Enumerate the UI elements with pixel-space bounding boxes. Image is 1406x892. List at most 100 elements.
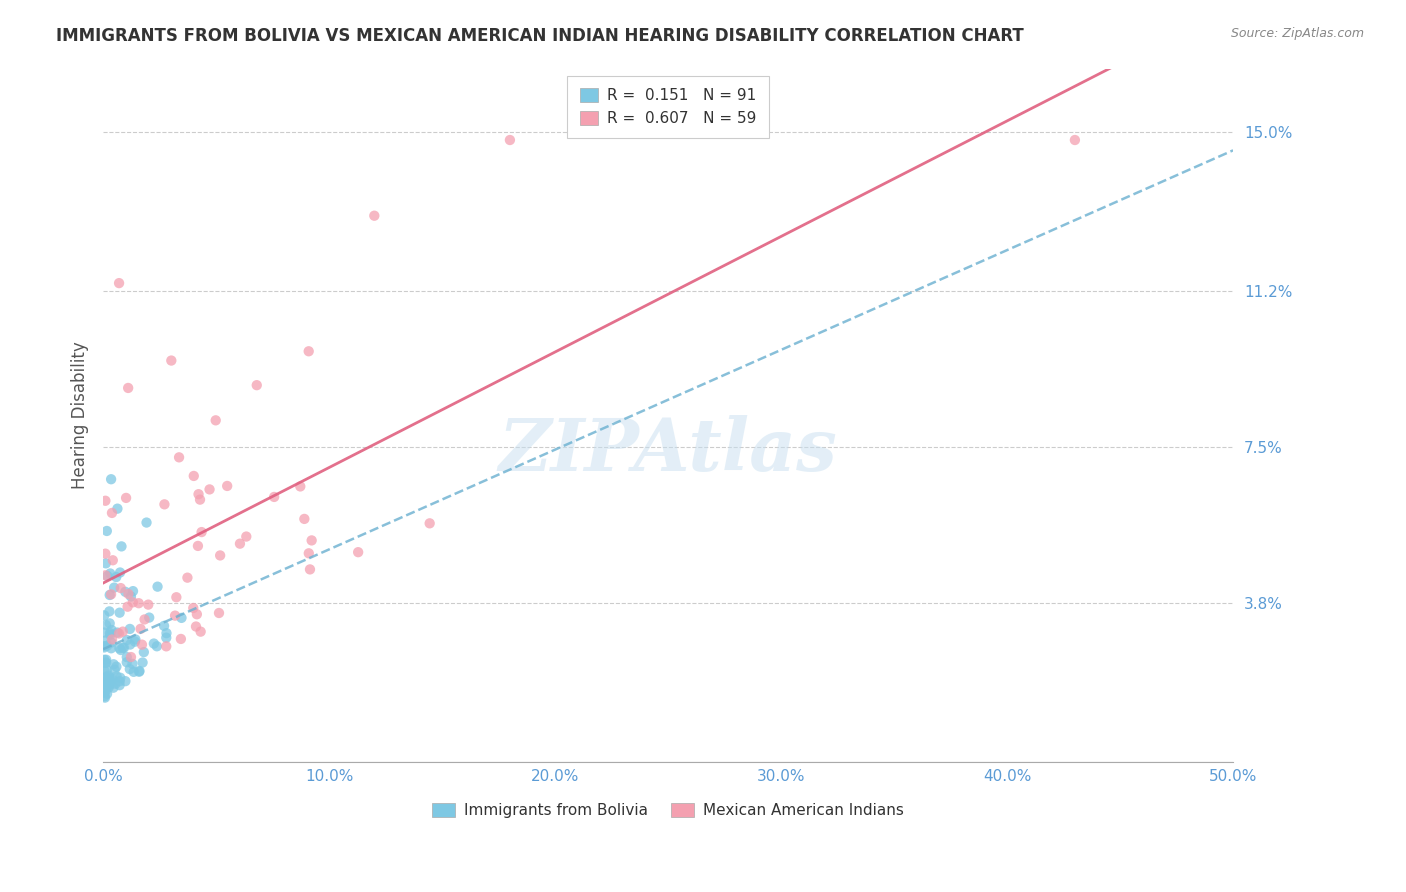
Point xyxy=(103,657,125,672)
Point xyxy=(93,690,115,704)
Point xyxy=(419,516,441,531)
Point xyxy=(98,626,121,640)
Point xyxy=(101,553,124,567)
Point xyxy=(94,633,117,648)
Point xyxy=(105,570,128,584)
Point xyxy=(124,632,146,647)
Point xyxy=(128,596,150,610)
Point xyxy=(93,685,115,699)
Point xyxy=(98,566,121,581)
Point xyxy=(120,650,142,665)
Point xyxy=(94,656,117,670)
Point xyxy=(120,590,142,604)
Point xyxy=(105,625,128,640)
Point xyxy=(120,638,142,652)
Point xyxy=(108,566,131,580)
Point xyxy=(363,209,385,223)
Point xyxy=(93,671,115,685)
Point xyxy=(186,607,208,622)
Point xyxy=(155,631,177,645)
Point xyxy=(93,653,115,667)
Point xyxy=(110,540,132,554)
Point xyxy=(263,490,285,504)
Y-axis label: Hearing Disability: Hearing Disability xyxy=(72,342,89,490)
Point xyxy=(131,638,153,652)
Point xyxy=(100,587,122,601)
Point xyxy=(100,673,122,688)
Point xyxy=(108,641,131,656)
Point xyxy=(204,413,226,427)
Point xyxy=(146,640,169,654)
Point xyxy=(115,491,138,505)
Text: Source: ZipAtlas.com: Source: ZipAtlas.com xyxy=(1230,27,1364,40)
Point xyxy=(103,681,125,695)
Point xyxy=(122,584,145,599)
Point xyxy=(124,634,146,648)
Point xyxy=(298,562,321,576)
Point xyxy=(209,549,232,563)
Point xyxy=(115,655,138,669)
Point xyxy=(114,674,136,689)
Point xyxy=(96,524,118,538)
Point xyxy=(235,530,257,544)
Point xyxy=(100,635,122,649)
Point xyxy=(198,483,221,497)
Point xyxy=(93,608,115,623)
Point xyxy=(217,479,239,493)
Point xyxy=(128,665,150,679)
Point xyxy=(115,650,138,665)
Point xyxy=(110,643,132,657)
Point xyxy=(108,276,131,290)
Point xyxy=(110,671,132,685)
Point xyxy=(98,588,121,602)
Point xyxy=(132,645,155,659)
Point xyxy=(499,133,522,147)
Point xyxy=(100,623,122,637)
Point xyxy=(122,595,145,609)
Point xyxy=(165,591,187,605)
Point xyxy=(292,512,315,526)
Point xyxy=(93,640,115,655)
Point xyxy=(114,584,136,599)
Point xyxy=(98,628,121,642)
Point xyxy=(96,639,118,653)
Point xyxy=(94,493,117,508)
Point xyxy=(301,533,323,548)
Point xyxy=(298,546,321,560)
Point xyxy=(181,601,204,615)
Point xyxy=(111,624,134,639)
Point xyxy=(347,545,370,559)
Point xyxy=(131,656,153,670)
Point xyxy=(153,619,176,633)
Point xyxy=(101,506,124,520)
Point xyxy=(93,639,115,653)
Point xyxy=(155,640,177,654)
Point xyxy=(153,497,176,511)
Point xyxy=(94,547,117,561)
Point xyxy=(98,673,121,688)
Point xyxy=(229,536,252,550)
Point xyxy=(108,606,131,620)
Point xyxy=(155,626,177,640)
Point xyxy=(94,618,117,632)
Point xyxy=(98,604,121,618)
Point xyxy=(187,539,209,553)
Point xyxy=(101,672,124,686)
Point xyxy=(118,662,141,676)
Point xyxy=(105,669,128,683)
Point xyxy=(94,568,117,582)
Point xyxy=(190,624,212,639)
Point xyxy=(183,469,205,483)
Point xyxy=(97,668,120,682)
Text: ZIPAtlas: ZIPAtlas xyxy=(499,415,838,485)
Point xyxy=(108,678,131,692)
Point xyxy=(190,525,212,540)
Point xyxy=(118,622,141,636)
Point xyxy=(96,663,118,677)
Point xyxy=(110,581,132,595)
Point xyxy=(98,616,121,631)
Point xyxy=(101,632,124,647)
Text: IMMIGRANTS FROM BOLIVIA VS MEXICAN AMERICAN INDIAN HEARING DISABILITY CORRELATIO: IMMIGRANTS FROM BOLIVIA VS MEXICAN AMERI… xyxy=(56,27,1024,45)
Point xyxy=(94,684,117,698)
Point xyxy=(111,640,134,655)
